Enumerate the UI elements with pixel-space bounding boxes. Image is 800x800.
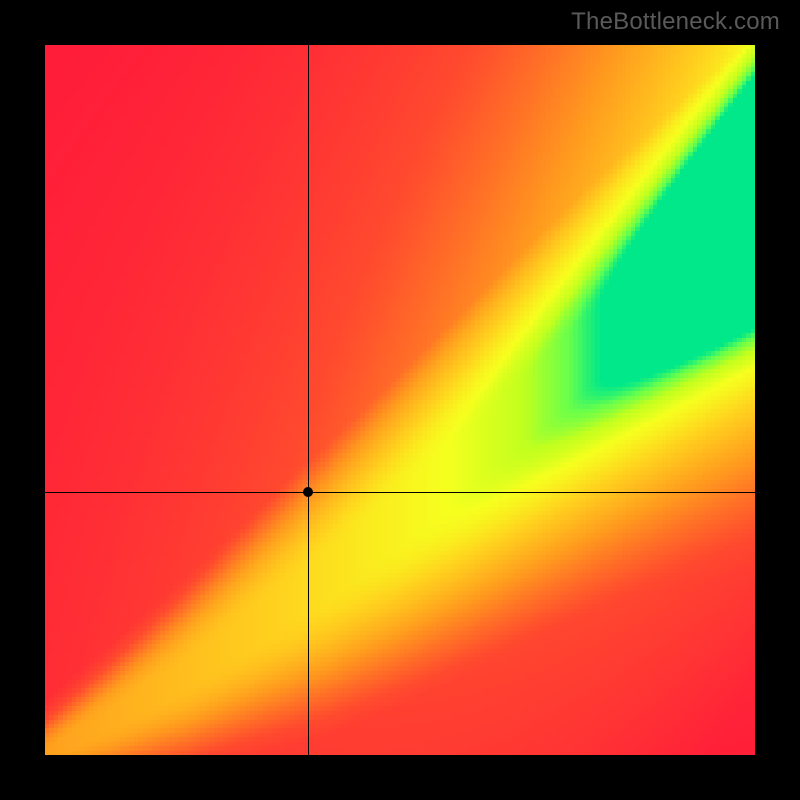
watermark-text: TheBottleneck.com <box>571 8 780 36</box>
plot-area <box>45 45 755 755</box>
crosshair-vertical <box>308 45 309 755</box>
heatmap-canvas <box>45 45 755 755</box>
crosshair-marker <box>303 487 313 497</box>
chart-frame: TheBottleneck.com <box>0 0 800 800</box>
crosshair-horizontal <box>45 492 755 493</box>
